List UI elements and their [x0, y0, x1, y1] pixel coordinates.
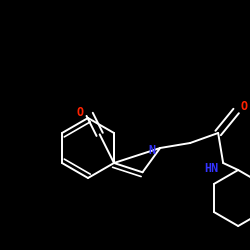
Text: N: N: [148, 144, 156, 156]
Text: O: O: [76, 106, 83, 119]
Text: HN: HN: [204, 162, 218, 174]
Text: O: O: [240, 100, 248, 114]
